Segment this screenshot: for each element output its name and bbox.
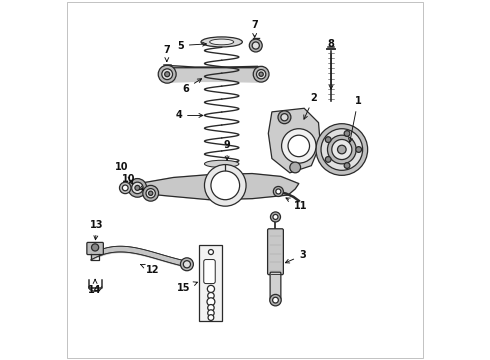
- Polygon shape: [166, 66, 263, 82]
- Circle shape: [204, 165, 246, 206]
- FancyBboxPatch shape: [87, 242, 103, 255]
- Circle shape: [290, 162, 300, 173]
- Text: 13: 13: [90, 220, 104, 240]
- Circle shape: [208, 249, 214, 255]
- Text: 9: 9: [224, 140, 230, 160]
- Circle shape: [162, 69, 172, 80]
- Circle shape: [325, 137, 331, 143]
- Circle shape: [288, 135, 310, 157]
- Circle shape: [120, 182, 131, 194]
- Circle shape: [276, 189, 281, 194]
- Circle shape: [273, 215, 278, 220]
- FancyBboxPatch shape: [270, 272, 281, 300]
- Circle shape: [146, 189, 155, 198]
- Text: 11: 11: [286, 198, 307, 211]
- Circle shape: [325, 157, 331, 162]
- Circle shape: [282, 129, 316, 163]
- Circle shape: [278, 111, 291, 124]
- Circle shape: [249, 39, 262, 52]
- Circle shape: [270, 212, 280, 222]
- Circle shape: [208, 292, 214, 299]
- Circle shape: [122, 185, 128, 191]
- Text: 15: 15: [177, 282, 197, 293]
- Text: 2: 2: [304, 93, 317, 119]
- Circle shape: [165, 72, 170, 77]
- Circle shape: [327, 135, 356, 164]
- Circle shape: [148, 191, 153, 195]
- Circle shape: [208, 315, 214, 320]
- Text: 8: 8: [328, 39, 335, 89]
- Polygon shape: [269, 108, 320, 173]
- Circle shape: [256, 69, 266, 79]
- Ellipse shape: [204, 160, 239, 167]
- Circle shape: [208, 310, 214, 316]
- Text: 7: 7: [251, 20, 258, 37]
- Circle shape: [272, 297, 278, 303]
- Polygon shape: [132, 174, 299, 200]
- Text: 10: 10: [122, 174, 144, 190]
- Circle shape: [253, 66, 269, 82]
- Circle shape: [356, 147, 362, 152]
- Text: 10: 10: [115, 162, 133, 184]
- Circle shape: [259, 72, 263, 76]
- Circle shape: [344, 163, 350, 168]
- Circle shape: [211, 171, 240, 200]
- FancyBboxPatch shape: [204, 260, 215, 284]
- Text: 5: 5: [177, 41, 206, 50]
- Circle shape: [207, 298, 215, 306]
- Text: 3: 3: [285, 250, 306, 263]
- FancyBboxPatch shape: [268, 229, 283, 275]
- Ellipse shape: [210, 39, 234, 45]
- Circle shape: [132, 182, 143, 194]
- Circle shape: [332, 139, 352, 159]
- Text: 12: 12: [141, 264, 160, 275]
- Text: 4: 4: [175, 111, 203, 121]
- Circle shape: [207, 285, 215, 293]
- Circle shape: [143, 185, 159, 201]
- Circle shape: [344, 131, 350, 136]
- Circle shape: [316, 124, 368, 175]
- Text: 14: 14: [88, 279, 102, 296]
- Circle shape: [281, 114, 288, 121]
- Circle shape: [208, 305, 214, 311]
- Text: 6: 6: [182, 79, 201, 94]
- Circle shape: [128, 179, 147, 197]
- Circle shape: [270, 294, 281, 306]
- Circle shape: [338, 145, 346, 154]
- Circle shape: [92, 244, 98, 251]
- Text: 7: 7: [164, 45, 170, 62]
- Circle shape: [273, 186, 283, 197]
- Circle shape: [252, 42, 259, 49]
- Ellipse shape: [201, 37, 243, 47]
- Circle shape: [180, 258, 194, 271]
- Circle shape: [158, 65, 176, 83]
- Circle shape: [183, 261, 191, 268]
- Circle shape: [135, 185, 140, 190]
- FancyBboxPatch shape: [199, 244, 222, 321]
- Text: 1: 1: [348, 96, 361, 142]
- Circle shape: [321, 129, 363, 170]
